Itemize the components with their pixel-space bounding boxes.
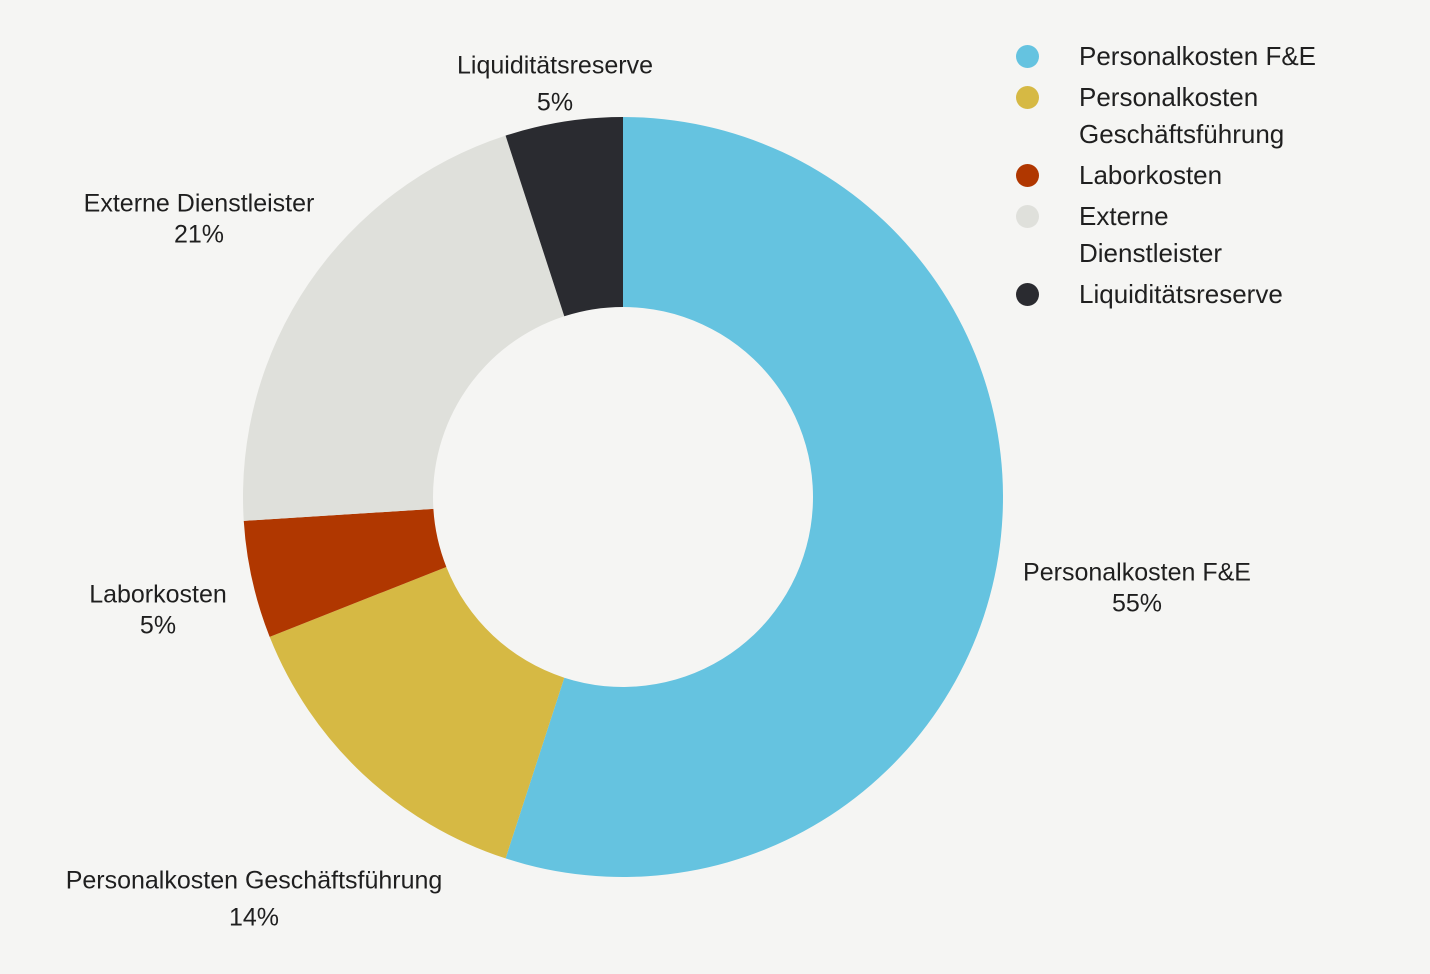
slice-category-label: Externe Dienstleister (84, 190, 315, 218)
donut-slice (505, 117, 1003, 877)
legend-label: Externe Dienstleister (1079, 201, 1223, 268)
slice-category-label: Laborkosten (89, 581, 227, 609)
legend-label: Personalkosten Geschäftsführung (1079, 82, 1285, 149)
legend-item: Externe Dienstleister (1016, 198, 1346, 272)
donut-slice (243, 135, 565, 521)
legend-swatch-icon (1016, 86, 1039, 109)
legend-item: Laborkosten (1016, 157, 1346, 194)
legend-item: Personalkosten Geschäftsführung (1016, 79, 1346, 153)
slice-value-label: 14% (229, 904, 279, 932)
legend-label: Liquiditätsreserve (1079, 279, 1283, 309)
legend-item: Personalkosten F&E (1016, 38, 1346, 75)
slice-category-label: Personalkosten Geschäftsführung (66, 867, 443, 895)
slice-value-label: 5% (537, 89, 573, 117)
legend-label: Laborkosten (1079, 160, 1223, 190)
slice-category-label: Liquiditätsreserve (457, 52, 653, 80)
slice-category-label: Personalkosten F&E (1023, 559, 1251, 587)
donut-slice (269, 566, 565, 859)
slice-value-label: 55% (1112, 590, 1162, 618)
legend-swatch-icon (1016, 164, 1039, 187)
legend-swatch-icon (1016, 283, 1039, 306)
legend-swatch-icon (1016, 205, 1039, 228)
legend-item: Liquiditätsreserve (1016, 276, 1346, 313)
donut-slice (505, 117, 623, 317)
legend-swatch-icon (1016, 45, 1039, 68)
slice-value-label: 21% (174, 221, 224, 249)
donut-slice (243, 508, 447, 637)
slice-value-label: 5% (140, 612, 176, 640)
chart-legend: Personalkosten F&E Personalkosten Geschäft… (1016, 38, 1346, 317)
legend-label: Personalkosten F&E (1079, 41, 1317, 71)
